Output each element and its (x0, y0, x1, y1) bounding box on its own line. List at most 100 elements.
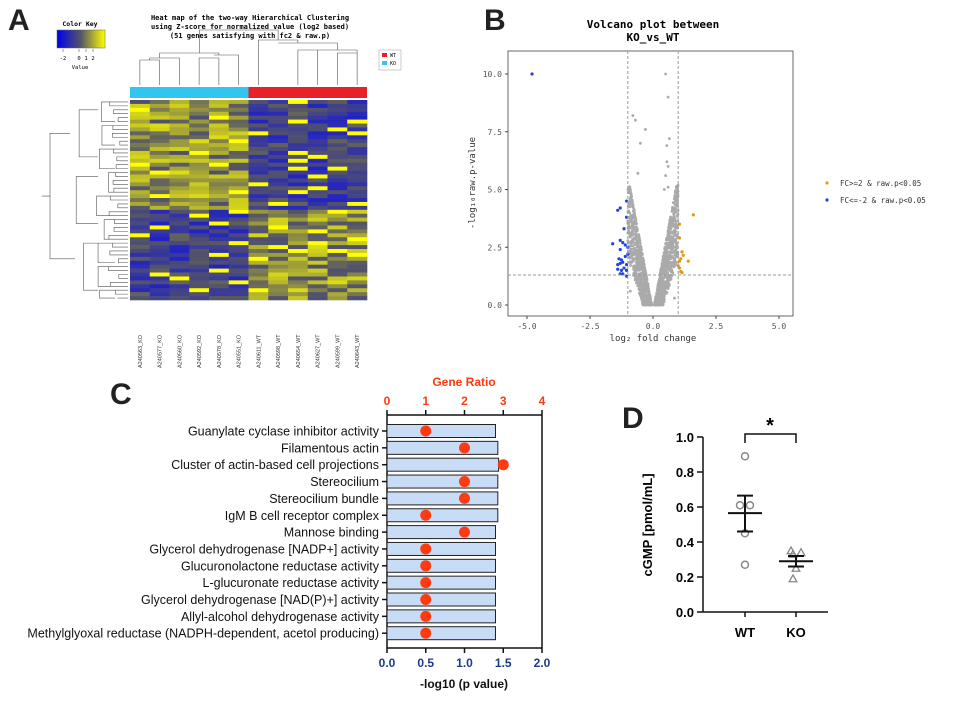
bar (386, 457, 500, 472)
heatmap-cell (268, 182, 289, 187)
heatmap-cell (130, 119, 151, 124)
heatmap-cell (307, 229, 328, 234)
volcano-point-ns (632, 208, 636, 212)
bottom-tick-label: 2.0 (534, 656, 551, 670)
heatmap-cell (268, 107, 289, 113)
heatmap-cell (228, 268, 249, 273)
heatmap-cell (189, 178, 210, 183)
volcano-point-ns (660, 275, 664, 279)
heatmap-cell (149, 252, 170, 258)
heatmap-cell (248, 221, 269, 226)
heatmap-cell (347, 217, 368, 222)
heatmap-cell (307, 264, 328, 269)
heatmap-cell (189, 107, 210, 113)
dendrogram-branch (139, 54, 239, 85)
heatmap-cell (169, 190, 190, 195)
column-label: A240578_KO (217, 334, 223, 368)
heatmap-cell (327, 288, 348, 293)
heatmap-cell (327, 237, 348, 242)
volcano-point-ns (628, 205, 631, 208)
heatmap-cell (327, 178, 348, 183)
volcano-point-ns (637, 287, 641, 291)
heatmap-cell (228, 123, 249, 128)
heatmap-cell (347, 245, 368, 250)
volcano-point-ns (667, 279, 670, 283)
heatmap-cell (327, 154, 348, 160)
heatmap-cell (268, 249, 289, 254)
volcano-point-ns (671, 222, 675, 225)
heatmap-cell (268, 260, 289, 266)
heatmap-cell (268, 252, 289, 258)
heatmap-cell (347, 139, 368, 144)
heatmap-cell (268, 264, 289, 269)
heatmap-cell (169, 233, 190, 238)
heatmap-cell (209, 119, 230, 124)
heatmap-cell (248, 213, 269, 218)
heatmap-cell (228, 217, 249, 222)
heatmap-cell (209, 225, 230, 230)
heatmap-cell (228, 252, 249, 258)
heatmap-cell (248, 143, 269, 148)
heatmap-cell (327, 182, 348, 187)
heatmap-cell (130, 135, 151, 140)
heatmap-cell (307, 166, 328, 171)
x-tick-label: KO (786, 625, 806, 640)
heatmap-cell (347, 229, 368, 234)
heatmap-cell (149, 288, 170, 293)
heatmap-cell (327, 256, 348, 262)
volcano-point-down (616, 262, 620, 267)
category-label: L-glucuronate reductase activity (203, 576, 380, 590)
volcano-point-ns (647, 300, 651, 304)
heatmap-cell (327, 276, 348, 281)
heatmap-cell (327, 194, 348, 199)
volcano-point-ns (676, 188, 680, 192)
column-label: A240643_WT (355, 334, 361, 368)
heatmap-cell (268, 158, 289, 164)
volcano-point-ns (674, 260, 678, 264)
heatmap-cell (347, 272, 368, 277)
y-tick-label: 1.0 (676, 430, 694, 445)
heatmap-cell (248, 119, 269, 124)
heatmap-cell (248, 252, 269, 258)
heatmap-cell (327, 229, 348, 234)
heatmap-cell (209, 213, 230, 218)
heatmap-cell (169, 178, 190, 183)
heatmap-cell (248, 237, 269, 242)
bar (386, 525, 496, 540)
heatmap-cell (288, 135, 309, 140)
heatmap-cell (288, 186, 309, 191)
heatmap-cell (228, 280, 249, 285)
volcano-point-down (618, 238, 622, 242)
heatmap-cell (307, 252, 328, 258)
heatmap-cell (307, 178, 328, 183)
heatmap-cell (209, 115, 230, 120)
bottom-tick-label: 0.0 (379, 656, 396, 670)
heatmap-cell (209, 292, 230, 297)
heatmap-cell (209, 127, 230, 132)
heatmap-cell (130, 198, 151, 203)
volcano-point-ns (664, 174, 667, 178)
heatmap-cell (307, 186, 328, 191)
heatmap-cell (130, 143, 151, 148)
volcano-point-ns (670, 209, 674, 213)
heatmap-cell (347, 296, 368, 301)
heatmap-cell (327, 249, 348, 254)
heatmap-cell (248, 225, 269, 230)
heatmap-cell (209, 280, 230, 285)
volcano-point-ns (642, 296, 646, 299)
volcano-point-up (680, 250, 684, 254)
heatmap-cell (149, 135, 170, 140)
heatmap-cell (327, 205, 348, 211)
heatmap-cell (130, 158, 151, 164)
volcano-point-ns (645, 294, 649, 298)
heatmap-cell (130, 178, 151, 183)
volcano-point-down (611, 242, 615, 246)
heatmap-cell (169, 268, 190, 273)
significance-bracket (744, 433, 797, 443)
heatmap-cell (288, 284, 309, 289)
heatmap-cell (307, 111, 328, 116)
heatmap-cell (149, 284, 170, 289)
heatmap-cell (268, 147, 289, 152)
volcano-point-ns (628, 225, 631, 228)
heatmap-cell (228, 221, 249, 226)
